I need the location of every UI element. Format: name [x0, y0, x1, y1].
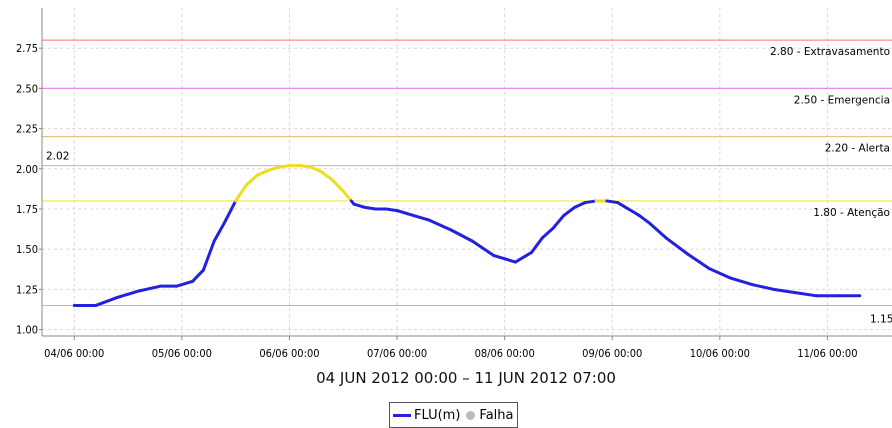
- series-segment: [616, 201, 630, 211]
- series-segment: [729, 276, 754, 287]
- legend-fail-swatch: [466, 410, 476, 420]
- series-segment: [352, 202, 367, 209]
- series-segment: [707, 266, 733, 280]
- series-segment: [449, 228, 474, 243]
- series-flu: [72, 164, 862, 307]
- series-segment: [191, 268, 205, 283]
- axes: 1.00 1.25 1.50 1.75 2.00 2.25 2.50 2.75 04/06 00…: [16, 8, 892, 360]
- y-tick-label: 1.50: [16, 243, 38, 256]
- series-segment: [309, 165, 324, 174]
- series-segment: [341, 189, 353, 203]
- series-segment: [648, 221, 668, 240]
- series-segment: [320, 170, 335, 182]
- series-segment: [298, 164, 313, 169]
- legend-series-label: FLU(m): [414, 407, 461, 423]
- series-segment: [637, 213, 652, 225]
- threshold-label: 1.80 - Atenção: [813, 207, 890, 219]
- y-tick-label: 1.75: [16, 203, 38, 216]
- series-segment: [793, 291, 819, 298]
- threshold-label: 2.80 - Extravasamento: [770, 46, 890, 58]
- series-segment: [583, 199, 598, 205]
- series-segment: [201, 239, 216, 272]
- threshold-label: 2.50 - Emergencia: [794, 94, 890, 106]
- series-segment: [384, 207, 399, 213]
- legend: FLU(m) Falha: [389, 402, 519, 428]
- x-tick-label: 06/06 00:00: [259, 347, 319, 360]
- series-segment: [750, 283, 776, 291]
- series-segment: [605, 199, 620, 205]
- series-segment: [363, 205, 378, 211]
- series-segment: [573, 201, 587, 209]
- series-segment: [277, 164, 291, 169]
- extreme-label: 2.02: [46, 151, 69, 163]
- x-tick-label: 11/06 00:00: [797, 347, 857, 360]
- series-segment: [266, 165, 281, 172]
- y-tick-label: 2.75: [16, 42, 38, 55]
- series-segment: [626, 207, 641, 217]
- series-segment: [540, 226, 555, 240]
- series-segment: [513, 250, 534, 264]
- x-tick-label: 04/06 00:00: [44, 347, 104, 360]
- series-segment: [427, 218, 453, 232]
- series-segment: [562, 205, 577, 217]
- threshold-lines: 2.80 - Extravasamento 2.50 - Emergencia 2.…: [42, 39, 892, 219]
- y-tick-label: 2.00: [16, 163, 38, 176]
- threshold-label: 2.20 - Alerta: [825, 143, 890, 155]
- series-segment: [212, 220, 227, 243]
- x-tick-label: 05/06 00:00: [152, 347, 212, 360]
- series-segment: [234, 183, 248, 203]
- series-segment: [686, 252, 711, 270]
- legend-fail-label: Falha: [479, 407, 514, 423]
- series-segment: [94, 295, 119, 307]
- extreme-lines: 2.02 1.15: [42, 151, 892, 325]
- y-tick-label: 1.25: [16, 283, 38, 296]
- series-segment: [223, 199, 238, 224]
- y-tick-label: 2.50: [16, 82, 38, 95]
- series-segment: [255, 168, 270, 177]
- series-segment: [664, 236, 690, 256]
- series-segment: [530, 236, 544, 254]
- extreme-label: 1.15: [870, 313, 892, 325]
- series-segment: [551, 213, 566, 230]
- x-axis-label: 04 JUN 2012 00:00 – 11 JUN 2012 07:00: [316, 369, 616, 387]
- y-tick-label: 2.25: [16, 123, 38, 136]
- x-tick-label: 10/06 00:00: [690, 347, 750, 360]
- series-segment: [772, 287, 797, 295]
- x-tick-label: 09/06 00:00: [582, 347, 642, 360]
- x-tick-label: 07/06 00:00: [367, 347, 427, 360]
- y-tick-label: 1.00: [16, 324, 38, 337]
- series-segment: [470, 239, 496, 258]
- series-segment: [174, 279, 195, 288]
- x-tick-label: 08/06 00:00: [475, 347, 535, 360]
- series-segment: [137, 284, 162, 293]
- series-segment: [406, 212, 431, 222]
- series-segment: [115, 289, 141, 299]
- series-segment: [244, 173, 259, 187]
- legend-line-swatch: [393, 413, 411, 417]
- series-segment: [395, 209, 410, 216]
- series-segment: [331, 178, 345, 193]
- series-segment: [492, 254, 517, 264]
